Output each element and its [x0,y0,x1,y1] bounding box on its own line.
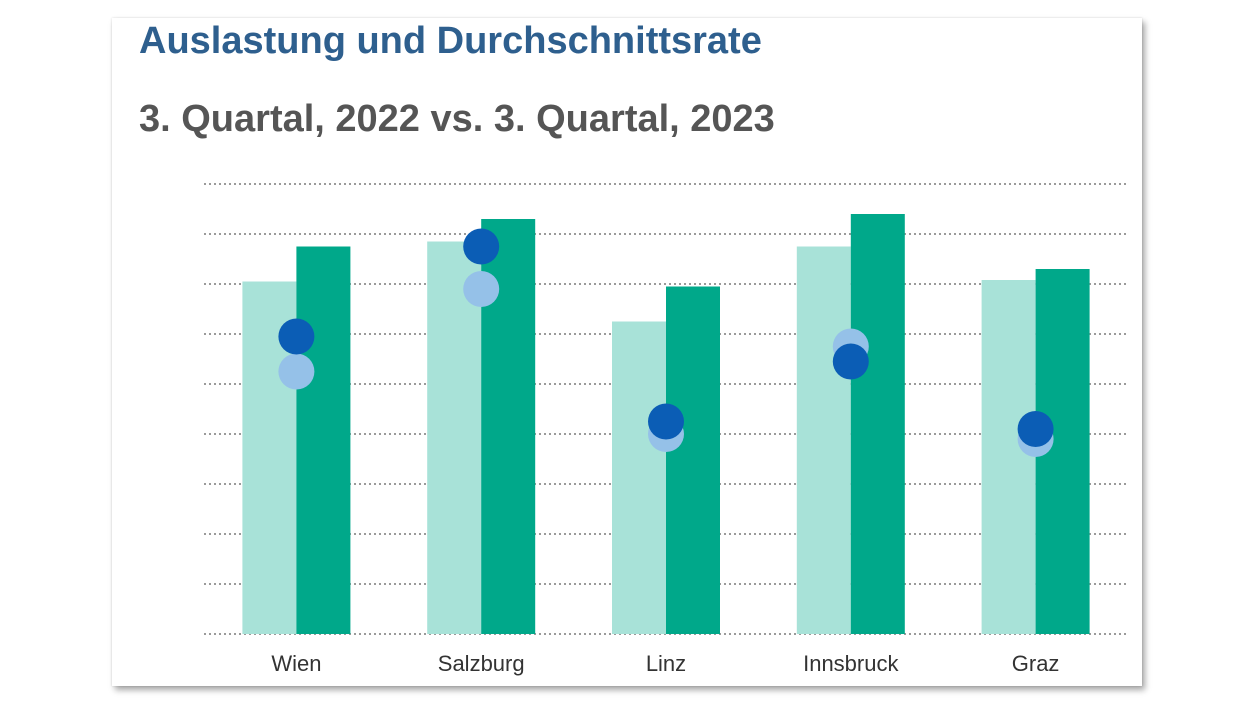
bar-wien-1 [296,246,351,634]
category-labels: Wien Salzburg Linz Innsbruck Graz [271,651,1059,676]
category-label: Wien [271,651,321,676]
bar-salzburg-0 [427,241,482,634]
dot-graz-1 [1017,411,1054,447]
bar-innsbruck-0 [796,246,851,634]
dot-wien-0 [278,353,315,390]
chart-plot: Wien Salzburg Linz Innsbruck Graz [204,183,1128,676]
dots [278,228,1054,457]
bar-innsbruck-1 [850,214,905,634]
bar-linz-0 [612,321,666,634]
chart-card: Auslastung und Durchschnittsrate 3. Quar… [112,18,1142,686]
dot-salzburg-1 [463,228,500,265]
bar-linz-1 [666,286,720,634]
category-label: Graz [1012,651,1060,676]
category-label: Innsbruck [803,651,899,676]
category-label: Linz [646,651,686,676]
dot-innsbruck-1 [832,343,869,380]
bar-graz-0 [981,280,1036,634]
chart-title: Auslastung und Durchschnittsrate [139,20,762,62]
chart-subtitle: 3. Quartal, 2022 vs. 3. Quartal, 2023 [139,98,775,140]
category-label: Salzburg [438,651,525,676]
dot-salzburg-0 [463,271,500,307]
dot-linz-1 [648,403,684,440]
dot-wien-1 [278,318,315,355]
